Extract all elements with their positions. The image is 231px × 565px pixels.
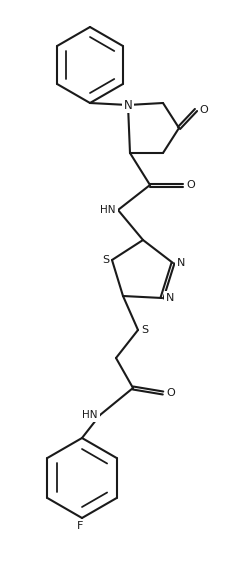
Text: O: O — [186, 180, 195, 190]
Text: N: N — [176, 258, 184, 268]
Text: S: S — [102, 255, 109, 265]
Text: N: N — [165, 293, 173, 303]
Text: S: S — [141, 325, 148, 335]
Text: HN: HN — [100, 205, 116, 215]
Text: O: O — [199, 105, 207, 115]
Text: N: N — [123, 98, 132, 111]
Text: F: F — [76, 521, 83, 531]
Text: HN: HN — [82, 410, 97, 420]
Text: O: O — [166, 388, 175, 398]
